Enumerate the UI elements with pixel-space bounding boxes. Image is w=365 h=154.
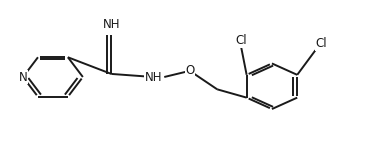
Text: Cl: Cl [235,34,247,47]
Text: Cl: Cl [315,37,327,50]
Text: O: O [185,64,195,77]
Text: NH: NH [103,18,120,31]
Text: NH: NH [145,71,162,83]
Text: N: N [19,71,27,83]
